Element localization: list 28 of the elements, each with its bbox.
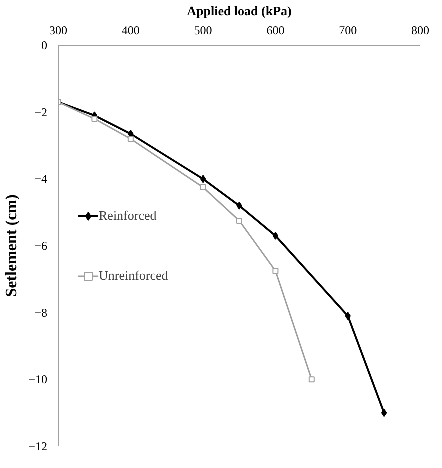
point	[345, 312, 351, 320]
y-tick-label: −8	[34, 306, 48, 320]
point	[272, 232, 279, 240]
y-tick-label: −4	[34, 172, 48, 186]
point	[200, 184, 206, 191]
point	[92, 116, 98, 122]
y-tick-label: −10	[28, 372, 48, 387]
x-tick-label: 700	[339, 24, 358, 38]
point	[200, 175, 206, 184]
point	[128, 136, 134, 142]
x-tick-label: 800	[412, 24, 430, 38]
point	[308, 376, 315, 383]
point	[381, 409, 388, 418]
point	[272, 268, 279, 274]
x-tick-label: 400	[122, 24, 140, 38]
y-tick-label: −2	[34, 105, 48, 120]
legend-label: Reinforced	[99, 208, 157, 224]
y-axis-title: Setlement (cm)	[4, 194, 21, 298]
x-axis-title: Applied load (kPa)	[187, 4, 292, 18]
x-tick-label: 300	[50, 24, 68, 38]
point	[236, 202, 242, 210]
x-tick-label: 500	[194, 24, 212, 38]
x-tick-label: 600	[266, 24, 285, 38]
y-tick-label: −12	[28, 440, 48, 454]
legend-label: Unreinforced	[99, 268, 168, 284]
y-tick-label: 0	[42, 38, 48, 52]
point	[236, 218, 242, 224]
y-tick-label: −6	[34, 239, 48, 253]
